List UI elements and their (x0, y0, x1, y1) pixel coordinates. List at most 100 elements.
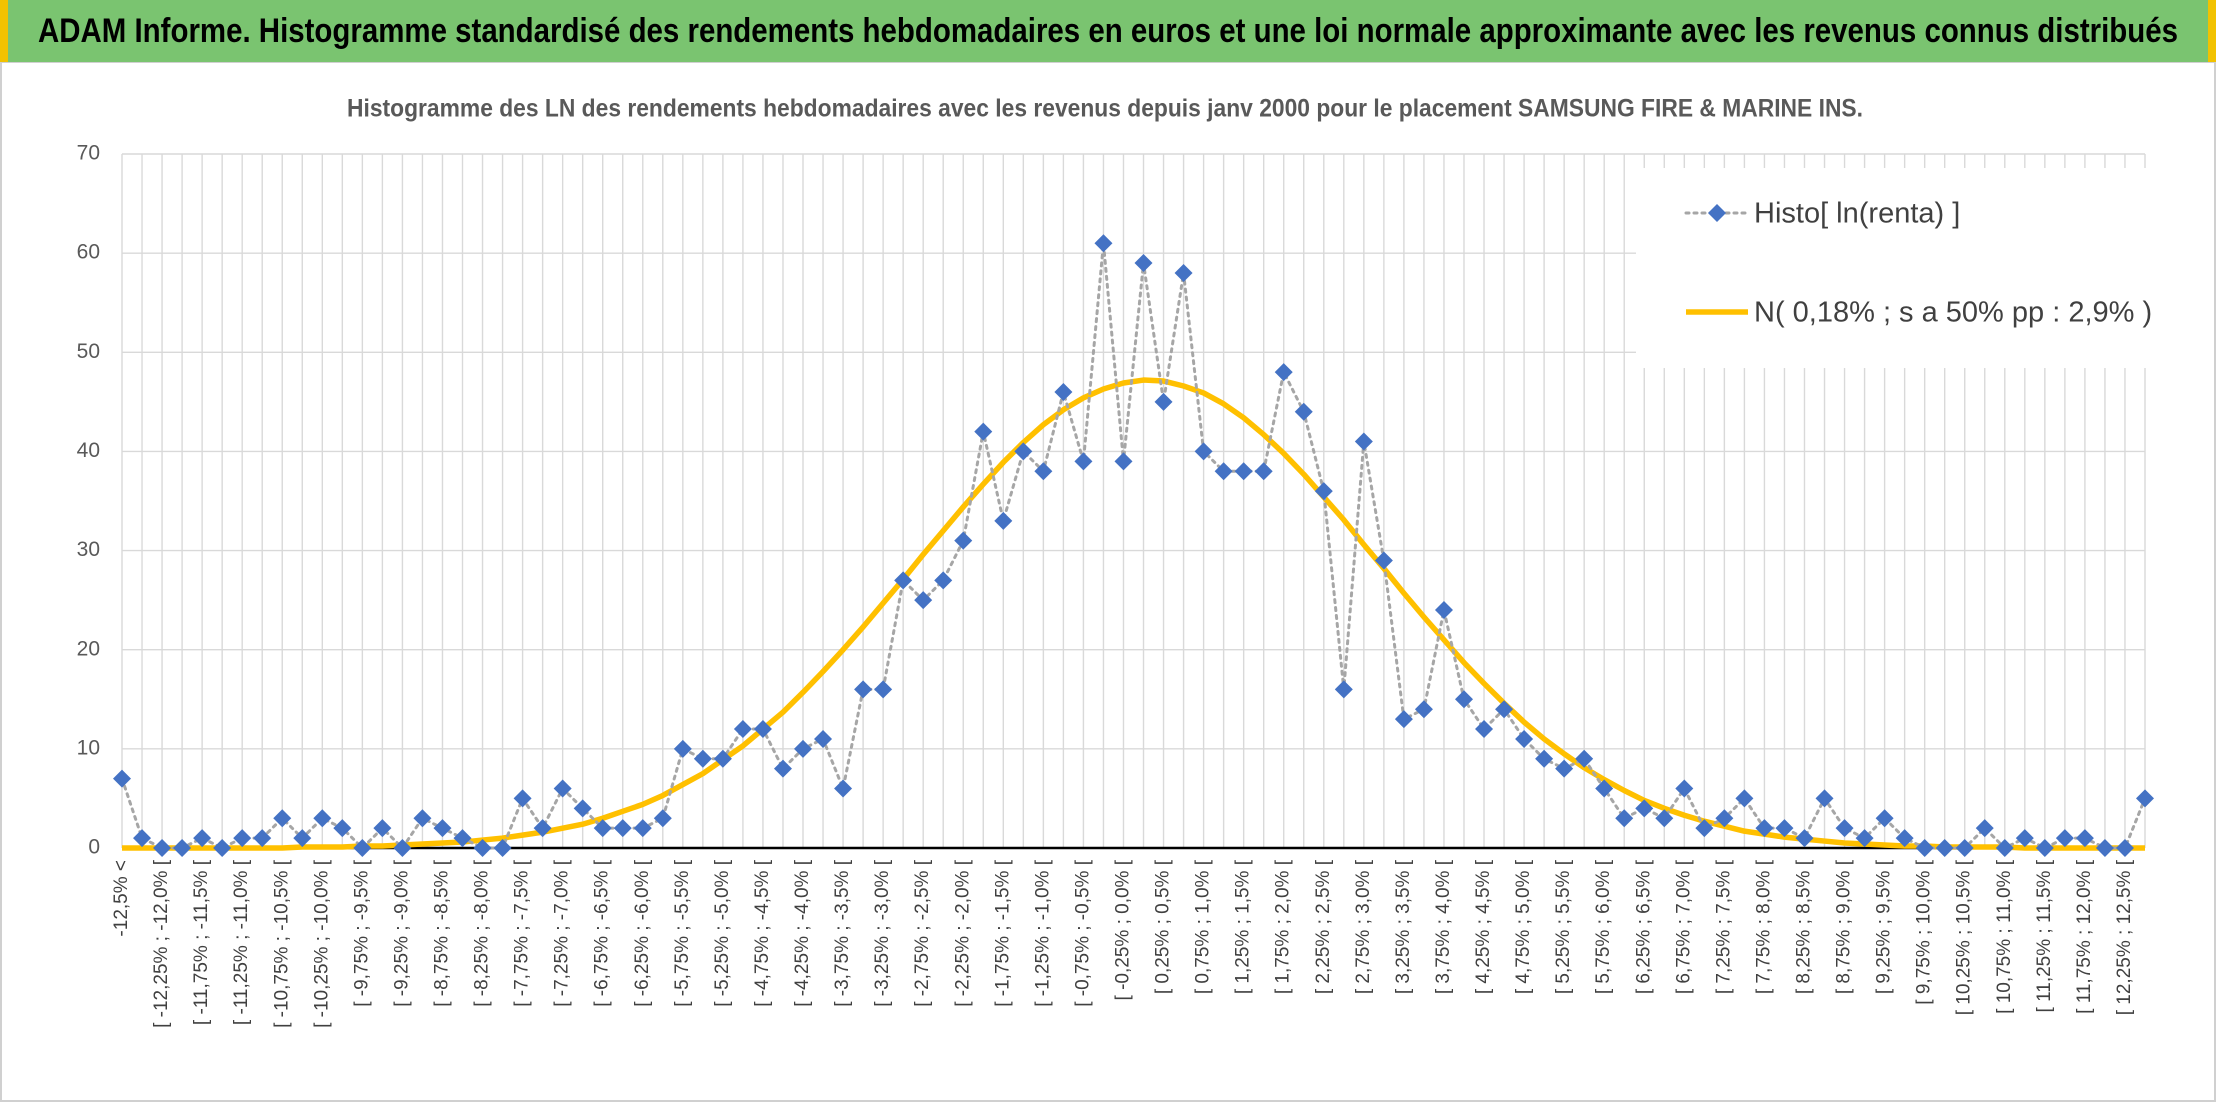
data-point (573, 799, 592, 818)
data-point (213, 839, 232, 857)
x-tick-label: [ -3,75% ; -3,5% [ (832, 859, 853, 1007)
data-point (393, 839, 412, 857)
data-point (2136, 789, 2154, 808)
data-point (1454, 690, 1473, 709)
x-tick-label: [ -6,75% ; -6,5% [ (592, 859, 613, 1007)
data-point (1314, 482, 1333, 501)
x-tick-label: [ -4,75% ; -4,5% [ (752, 859, 773, 1007)
legend-label: Histo[ ln(renta) ] (1754, 198, 1960, 230)
header-title: ADAM Informe. Histogramme standardisé de… (38, 12, 2178, 50)
data-point (854, 680, 873, 699)
series-line (120, 241, 2147, 850)
x-tick-label: [ -8,75% ; -8,5% [ (431, 859, 452, 1007)
y-tick-label: 0 (88, 836, 100, 859)
x-tick-label: [ -12,25% ; -12,0% [ (151, 859, 172, 1028)
legend-marker (1708, 204, 1726, 222)
data-point (1074, 452, 1093, 471)
y-tick-label: 40 (77, 439, 100, 462)
x-tick-label: [ -0,25% ; 0,0% [ (1113, 859, 1134, 1000)
data-point (1695, 819, 1714, 838)
data-point (914, 591, 933, 610)
x-tick-label: [ -6,25% ; -6,0% [ (632, 859, 653, 1007)
y-tick-label: 60 (77, 241, 100, 264)
data-point (333, 819, 352, 838)
data-point (153, 839, 172, 857)
data-point (1775, 819, 1794, 838)
y-tick-label: 10 (77, 736, 100, 759)
data-point (733, 720, 752, 739)
data-point (613, 819, 632, 838)
data-point (1414, 700, 1433, 719)
x-tick-label: [ 3,25% ; 3,5% [ (1393, 859, 1414, 994)
data-point (1595, 779, 1614, 798)
data-point (593, 819, 612, 838)
x-tick-label: [ -4,25% ; -4,0% [ (792, 859, 813, 1007)
data-point (874, 680, 893, 699)
x-tick-label: [ -5,25% ; -5,0% [ (712, 859, 733, 1007)
y-tick-label: 70 (77, 142, 100, 165)
data-point (1034, 462, 1053, 481)
data-point (1134, 254, 1153, 273)
data-point (313, 809, 332, 828)
x-tick-label: [ -5,75% ; -5,5% [ (672, 859, 693, 1007)
x-tick-label: [ 2,25% ; 2,5% [ (1313, 859, 1334, 994)
data-point (1354, 432, 1373, 451)
data-point (954, 531, 973, 550)
x-tick-label: [ 0,25% ; 0,5% [ (1153, 859, 1174, 994)
x-tick-label: [ 4,75% ; 5,0% [ (1513, 859, 1534, 994)
x-tick-label: [ 10,75% ; 11,0% [ (1994, 859, 2015, 1014)
x-tick-label: [ 5,25% ; 5,5% [ (1553, 859, 1574, 994)
data-point (1535, 749, 1554, 768)
data-point (1374, 551, 1393, 570)
x-tick-label: [ -1,25% ; -1,0% [ (1032, 859, 1053, 1007)
data-point (1274, 363, 1293, 382)
y-tick-label: 20 (77, 637, 100, 660)
data-point (974, 422, 993, 441)
data-point (433, 819, 452, 838)
data-point (1334, 680, 1353, 699)
data-point (1054, 382, 1073, 401)
x-tick-label: [ 1,25% ; 1,5% [ (1233, 859, 1254, 994)
x-tick-label: [ -2,75% ; -2,5% [ (912, 859, 933, 1007)
chart-title: Histogramme des LN des rendements hebdom… (347, 95, 1863, 123)
data-point (1895, 829, 1914, 848)
x-tick-label: [ 12,25% ; 12,5% [ (2114, 859, 2135, 1015)
x-tick-label: [ -1,75% ; -1,5% [ (992, 859, 1013, 1007)
data-point (453, 829, 472, 848)
data-point (693, 749, 712, 768)
data-point (1154, 392, 1173, 411)
x-tick-label: [ 8,25% ; 8,5% [ (1794, 859, 1815, 994)
data-point (753, 720, 772, 739)
x-tick-label: [ 5,75% ; 6,0% [ (1593, 859, 1614, 994)
data-point (934, 571, 953, 590)
data-point (1675, 779, 1694, 798)
x-tick-label: [ 7,75% ; 8,0% [ (1753, 859, 1774, 994)
data-point (673, 739, 692, 758)
x-tick-label: [ 9,25% ; 9,5% [ (1874, 859, 1895, 994)
x-tick-label: [ 6,25% ; 6,5% [ (1633, 859, 1654, 994)
data-point (1094, 234, 1113, 253)
x-tick-label: [ -11,25% ; -11,0% [ (231, 859, 252, 1025)
x-tick-label: [ -9,75% ; -9,5% [ (351, 859, 372, 1007)
x-tick-label: -12,5% < (111, 860, 132, 937)
data-point (193, 829, 212, 848)
data-point (1635, 799, 1654, 818)
x-tick-label: [ -0,75% ; -0,5% [ (1072, 859, 1093, 1007)
header-accent (0, 0, 8, 62)
legend-label: N( 0,18% ; s a 50% pp : 2,9% ) (1754, 297, 2152, 329)
data-point (713, 749, 732, 768)
data-point (1755, 819, 1774, 838)
data-point (653, 809, 672, 828)
data-point (1254, 462, 1273, 481)
data-point (1955, 839, 1974, 857)
x-tick-label: [ 9,75% ; 10,0% [ (1914, 859, 1935, 1004)
data-point (794, 739, 813, 758)
series (113, 234, 2154, 857)
data-point (1194, 442, 1213, 461)
data-point (1795, 829, 1814, 848)
x-tick-label: [ -7,75% ; -7,5% [ (512, 859, 533, 1007)
x-tick-label: [ 11,25% ; 11,5% [ (2034, 859, 2055, 1012)
data-point (1214, 462, 1233, 481)
